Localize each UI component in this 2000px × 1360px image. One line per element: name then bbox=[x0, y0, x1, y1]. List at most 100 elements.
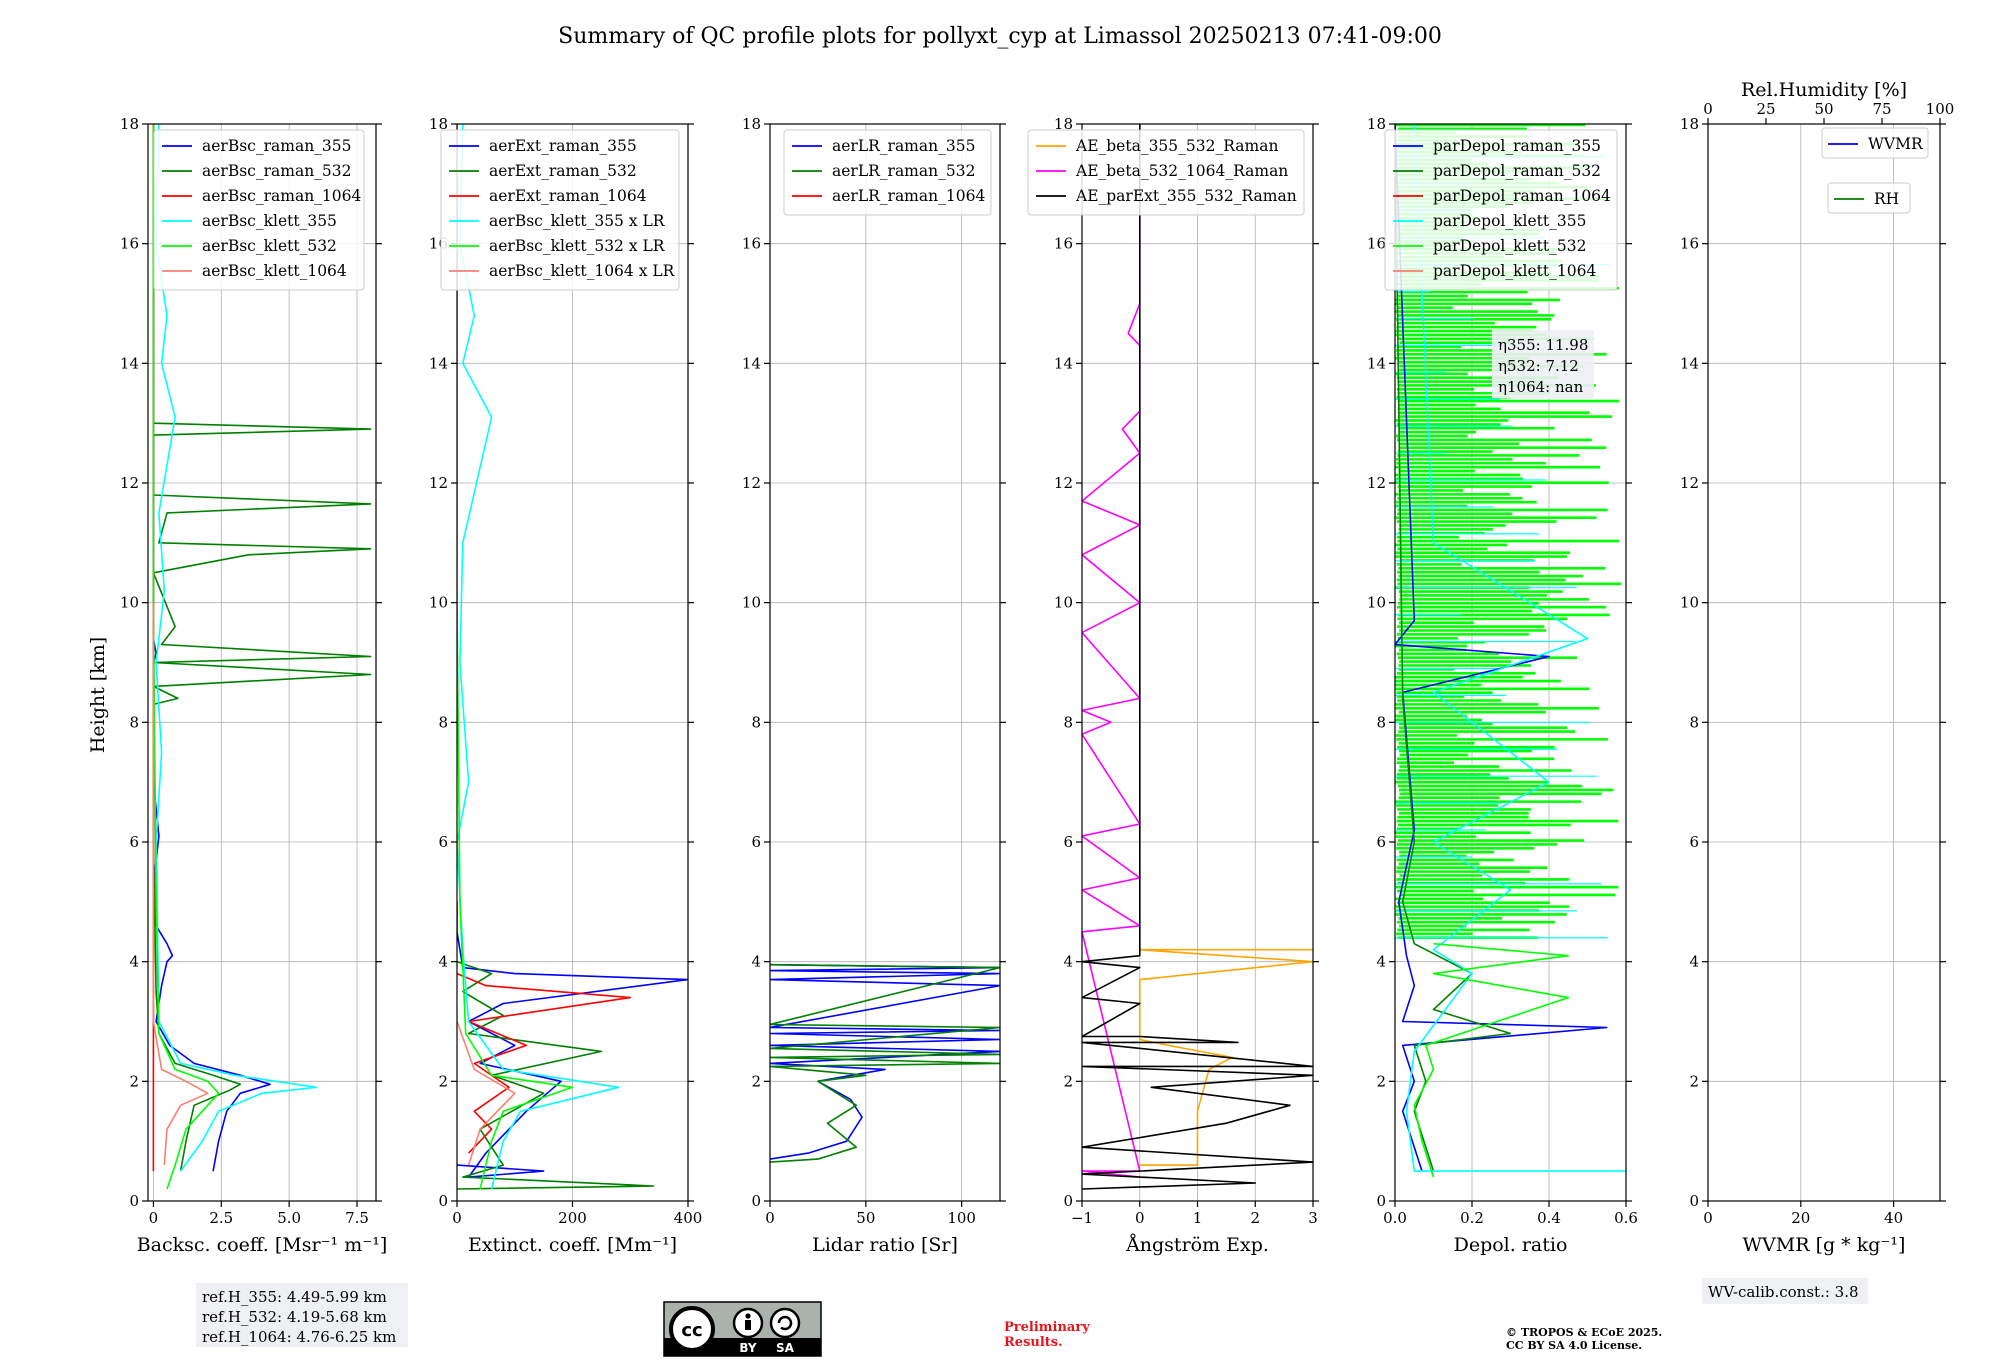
series-group-lidar_ratio bbox=[770, 963, 1000, 1163]
series-AE_parExt_355_532_Raman bbox=[1082, 124, 1313, 1190]
y-tick-label: 12 bbox=[742, 474, 761, 492]
x-tick-label: 100 bbox=[947, 1209, 976, 1227]
panel-depol: 0 2 4 6 8 10 12 14 16 18 0.0 0.2 0.4 0.6 Depol. ratio p… bbox=[1367, 115, 1638, 1256]
y-tick-label: 0 bbox=[1376, 1192, 1386, 1210]
y-tick-label: 10 bbox=[429, 594, 448, 612]
y-tick-label: 2 bbox=[1689, 1072, 1699, 1090]
top-x-axis-label: Rel.Humidity [%] bbox=[1741, 79, 1907, 101]
series-aerBsc_klett_355 bbox=[155, 124, 318, 1172]
legend-box bbox=[1821, 127, 1929, 159]
y-tick-label: 4 bbox=[1376, 953, 1386, 971]
y-tick-label: 2 bbox=[129, 1072, 139, 1090]
cc-license-badge: cc BY SA bbox=[663, 1301, 822, 1357]
ref-height-355: ref.H_355: 4.49-5.99 km bbox=[202, 1288, 387, 1306]
x-tick-label: 3 bbox=[1308, 1209, 1318, 1227]
series-group-extinction bbox=[457, 124, 688, 1190]
x-axis-label-extinction: Extinct. coeff. [Mm⁻¹] bbox=[468, 1234, 677, 1256]
legend-label: WVMR bbox=[1868, 135, 1924, 153]
axes-frame bbox=[1394, 123, 1627, 1202]
legend-wv-WVMR: WVMR bbox=[1821, 127, 1929, 159]
legend-label: parDepol_klett_532 bbox=[1433, 237, 1586, 255]
legend-box bbox=[1384, 129, 1618, 291]
ref-height-bg bbox=[196, 1283, 408, 1347]
series-aerBsc_klett_355 x LR bbox=[457, 124, 620, 1190]
legend-label: aerLR_raman_1064 bbox=[832, 187, 985, 205]
top-x-tick-label: 50 bbox=[1814, 100, 1833, 118]
legend-box bbox=[1027, 129, 1305, 216]
y-tick-label: 8 bbox=[751, 713, 761, 731]
y-tick-label: 18 bbox=[1054, 115, 1073, 133]
x-tick-label: 5.0 bbox=[277, 1209, 301, 1227]
ref-height-1064: ref.H_1064: 4.76-6.25 km bbox=[202, 1328, 396, 1346]
y-tick-label: 18 bbox=[1680, 115, 1699, 133]
y-tick-label: 10 bbox=[120, 594, 139, 612]
legend-label: AE_parExt_355_532_Raman bbox=[1075, 187, 1297, 205]
by-icon-body bbox=[745, 1320, 751, 1330]
cc-icon bbox=[669, 1306, 715, 1352]
y-tick-label: 2 bbox=[1063, 1072, 1073, 1090]
x-tick-label: 0 bbox=[1703, 1209, 1713, 1227]
y-tick-label: 10 bbox=[1054, 594, 1073, 612]
legend-label: RH bbox=[1874, 190, 1899, 208]
y-tick-label: 16 bbox=[1367, 235, 1386, 253]
y-tick-label: 0 bbox=[751, 1192, 761, 1210]
ref-height-box: ref.H_355: 4.49-5.99 km ref.H_532: 4.19-… bbox=[196, 1283, 408, 1347]
series-aerExt_raman_532 bbox=[457, 960, 655, 1190]
y-tick-label: 8 bbox=[1063, 713, 1073, 731]
y-tick-label: 0 bbox=[438, 1192, 448, 1210]
x-tick-label: −1 bbox=[1071, 1209, 1093, 1227]
legend-label: aerBsc_klett_1064 bbox=[202, 262, 347, 280]
eta-box bbox=[1492, 330, 1594, 398]
x-tick-label: 50 bbox=[856, 1209, 875, 1227]
panel-backscatter: 0 2 4 6 8 10 12 14 16 18 0 2.5 5.0 7.5 Backsc. coeff. … bbox=[120, 115, 387, 1256]
legend-label: aerExt_raman_532 bbox=[489, 162, 637, 180]
series-aerBsc_klett_532 bbox=[152, 124, 220, 1190]
y-tick-label: 10 bbox=[1367, 594, 1386, 612]
wv-calib-text: WV-calib.const.: 3.8 bbox=[1708, 1283, 1859, 1301]
y-tick-label: 4 bbox=[129, 953, 139, 971]
y-tick-label: 8 bbox=[438, 713, 448, 731]
legend-backscatter: aerBsc_raman_355 aerBsc_raman_532 aerBsc_r… bbox=[153, 129, 365, 291]
y-tick-label: 4 bbox=[438, 953, 448, 971]
legend-label: aerLR_raman_355 bbox=[832, 137, 975, 155]
series-aerLR_raman_355 bbox=[770, 963, 1000, 1160]
legend-depol: parDepol_raman_355 parDepol_raman_532 parD… bbox=[1384, 129, 1618, 291]
y-tick-label: 12 bbox=[1367, 474, 1386, 492]
series-aerBsc_klett_1064 x LR bbox=[457, 1021, 516, 1166]
y-tick-label: 14 bbox=[120, 354, 139, 372]
x-axis-label-angstrom: Ångström Exp. bbox=[1125, 1234, 1269, 1256]
panel-lidar_ratio: 0 2 4 6 8 10 12 14 16 18 0 50 100 Lidar ratio [Sr] aer… bbox=[742, 115, 1006, 1256]
y-tick-label: 6 bbox=[1376, 833, 1386, 851]
legend-label: aerBsc_raman_355 bbox=[202, 137, 352, 155]
y-axis-label: Height [km] bbox=[87, 637, 109, 753]
cc-icon-text: cc bbox=[681, 1320, 702, 1341]
y-tick-label: 6 bbox=[129, 833, 139, 851]
top-x-tick-label: 0 bbox=[1703, 100, 1713, 118]
y-tick-label: 16 bbox=[120, 235, 139, 253]
legend-box bbox=[1827, 182, 1911, 214]
x-tick-label: 7.5 bbox=[345, 1209, 369, 1227]
y-tick-label: 12 bbox=[429, 474, 448, 492]
series-group-depol bbox=[1395, 124, 1626, 1178]
y-tick-label: 18 bbox=[1367, 115, 1386, 133]
eta-line: η1064: nan bbox=[1498, 378, 1584, 396]
series-aerBsc_klett_1064 bbox=[152, 602, 209, 1166]
legend-label: AE_beta_355_532_Raman bbox=[1075, 137, 1278, 155]
y-tick-label: 14 bbox=[742, 354, 761, 372]
y-tick-label: 12 bbox=[1054, 474, 1073, 492]
axes-frame bbox=[769, 123, 1001, 1202]
y-tick-label: 6 bbox=[1063, 833, 1073, 851]
x-tick-label: 40 bbox=[1884, 1209, 1903, 1227]
legend-label: aerExt_raman_1064 bbox=[489, 187, 647, 205]
x-tick-label: 0 bbox=[149, 1209, 159, 1227]
y-tick-label: 4 bbox=[1063, 953, 1073, 971]
legend-label: aerBsc_klett_1064 x LR bbox=[489, 262, 676, 280]
y-tick-label: 16 bbox=[742, 235, 761, 253]
sa-icon bbox=[769, 1307, 801, 1339]
sa-label: SA bbox=[776, 1341, 795, 1355]
x-tick-label: 0 bbox=[1135, 1209, 1145, 1227]
y-tick-label: 16 bbox=[1680, 235, 1699, 253]
